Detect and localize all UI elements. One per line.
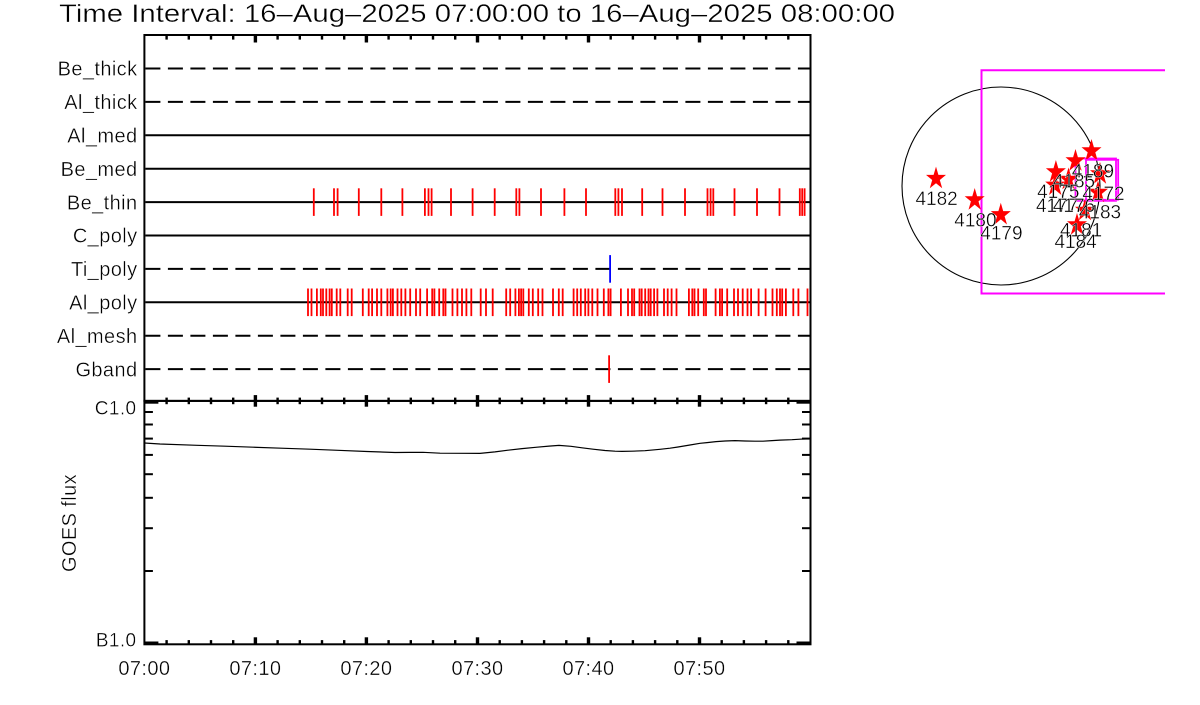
svg-text:Al_thick: Al_thick [64,92,138,114]
svg-text:4180: 4180 [954,211,996,232]
svg-text:4184: 4184 [1054,232,1097,253]
svg-text:4176: 4176 [1053,196,1095,217]
svg-text:4179: 4179 [980,224,1022,245]
svg-text:4181: 4181 [1060,220,1102,241]
svg-text:4183: 4183 [1079,202,1121,223]
svg-text:07:40: 07:40 [562,658,614,680]
svg-text:4182: 4182 [915,189,957,210]
svg-text:GOES flux: GOES flux [59,474,81,572]
svg-text:Gband: Gband [75,359,137,381]
svg-text:Be_thin: Be_thin [67,192,138,214]
svg-text:4189: 4189 [1072,161,1114,182]
svg-text:4172: 4172 [1082,184,1124,205]
svg-text:4177: 4177 [1036,196,1078,217]
svg-text:C_poly: C_poly [73,226,138,248]
svg-text:4185: 4185 [1053,172,1095,193]
svg-text:C1.0: C1.0 [95,399,137,420]
svg-text:Ti_poly: Ti_poly [71,259,138,281]
svg-text:07:10: 07:10 [229,658,281,680]
svg-text:Al_poly: Al_poly [69,293,137,315]
svg-text:Be_thick: Be_thick [58,59,139,81]
svg-text:B1.0: B1.0 [96,631,137,652]
svg-text:Al_med: Al_med [67,126,137,148]
svg-text:07:20: 07:20 [340,658,392,680]
svg-text:Al_mesh: Al_mesh [57,326,138,348]
svg-text:07:00: 07:00 [118,658,170,680]
svg-text:Be_med: Be_med [61,159,138,181]
svg-text:07:30: 07:30 [451,658,503,680]
svg-text:Time Interval: 16–Aug–2025 07:: Time Interval: 16–Aug–2025 07:00:00 to 1… [59,0,895,28]
svg-text:4175: 4175 [1037,182,1079,203]
svg-text:07:50: 07:50 [673,658,725,680]
